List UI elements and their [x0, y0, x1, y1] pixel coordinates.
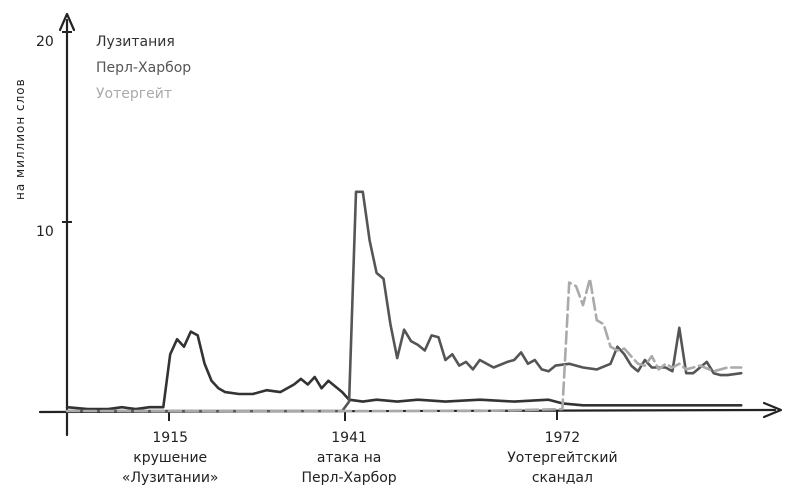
series-line-0: [65, 330, 743, 411]
legend-item-lusitania: Лузитания: [96, 34, 175, 50]
series-layer: [65, 190, 743, 413]
y-axis-arrowhead: [58, 12, 76, 32]
annotation-0-line-1: крушение: [133, 450, 207, 466]
annotation-0-line-2: «Лузитании»: [122, 470, 219, 486]
annotation-1-line-1: атака на: [317, 450, 382, 466]
annotation-1-line-2: Перл-Харбор: [302, 470, 397, 486]
series-line-1: [65, 190, 743, 413]
x-tick-label-1: 1941: [331, 430, 367, 446]
x-axis-arrowhead: [762, 401, 783, 419]
y-axis: 20 10 на миллион слов: [13, 12, 76, 437]
legend: Лузитания Перл-Харбор Уотергейт: [96, 34, 191, 102]
y-tick-label-10: 10: [36, 224, 54, 240]
annotation-2-line-1: Уотергейтский: [507, 450, 617, 466]
series-line-2: [65, 277, 743, 413]
event-annotations: 1915 крушение «Лузитании» 1941 атака на Перл-…: [122, 430, 618, 486]
legend-item-watergate: Уотергейт: [96, 86, 172, 102]
y-tick-label-20: 20: [36, 34, 54, 50]
legend-item-pearl-harbor: Перл-Харбор: [96, 60, 191, 76]
x-tick-label-0: 1915: [152, 430, 188, 446]
y-axis-label: на миллион слов: [13, 78, 27, 200]
x-tick-label-2: 1972: [545, 430, 581, 446]
annotation-2-line-2: скандал: [532, 470, 593, 486]
